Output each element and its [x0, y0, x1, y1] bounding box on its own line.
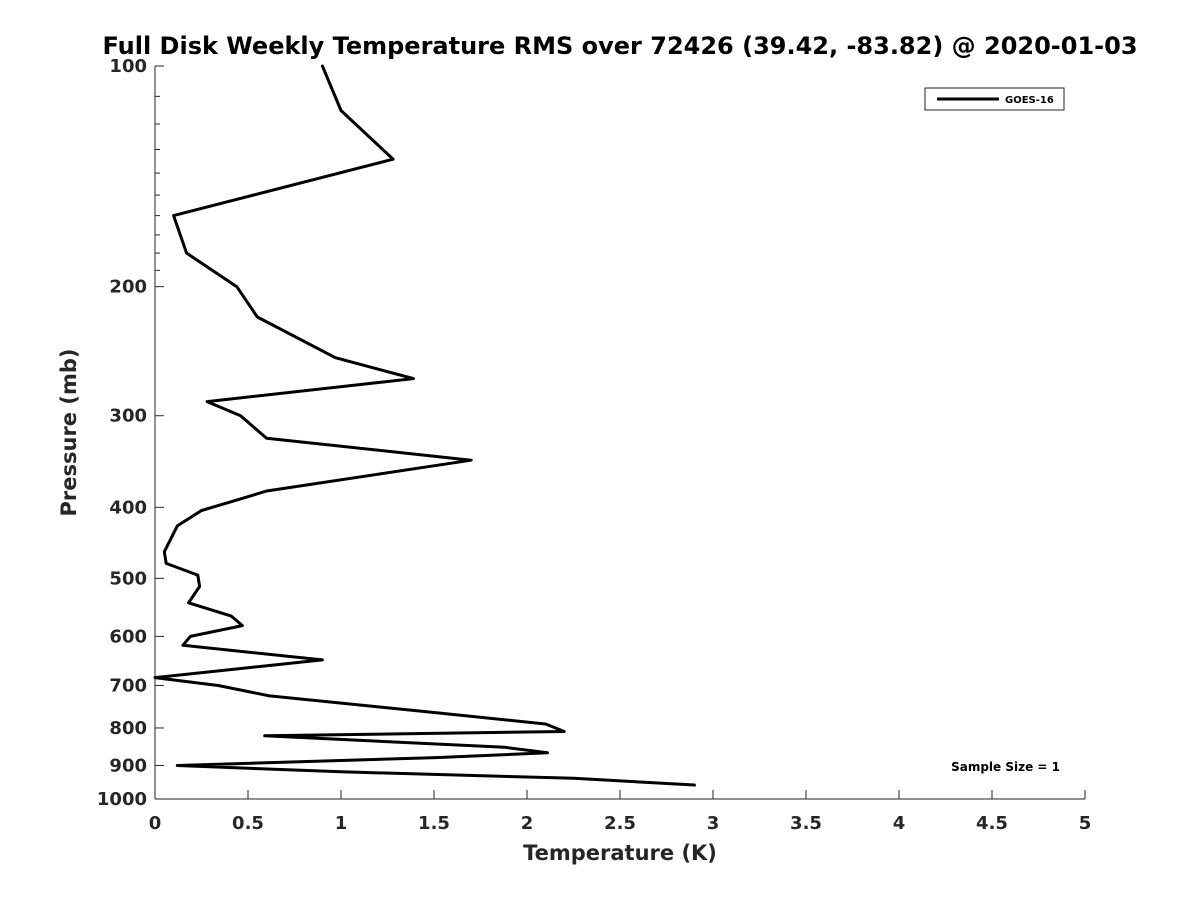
plot-area: 0 0.5 1 1.5 2 2.5 3 3.5 4 4.5 5 100 200 300 400 500 600 7… [97, 56, 1091, 834]
y-tick-label: 500 [109, 568, 147, 589]
x-tick-label: 3 [707, 813, 720, 834]
x-tick-label: 1.5 [418, 813, 450, 834]
x-tick-label: 1 [335, 813, 348, 834]
y-tick-label: 1000 [97, 789, 147, 810]
x-tick-label: 5 [1079, 813, 1092, 834]
y-tick-label: 900 [109, 755, 147, 776]
x-tick-label: 0.5 [232, 813, 264, 834]
x-tick-label: 4 [893, 813, 906, 834]
y-tick-label: 300 [109, 406, 147, 427]
x-tick-label: 3.5 [790, 813, 822, 834]
x-axis-label: Temperature (K) [523, 841, 717, 865]
x-tick-label: 0 [149, 813, 162, 834]
y-tick-label: 100 [109, 56, 147, 77]
y-tick-label: 200 [109, 277, 147, 298]
y-tick-label: 700 [109, 675, 147, 696]
sample-size-annotation: Sample Size = 1 [951, 760, 1060, 774]
y-tick-label: 800 [109, 718, 147, 739]
x-tick-label: 2 [521, 813, 534, 834]
x-tick-label: 4.5 [976, 813, 1008, 834]
x-tick-label: 2.5 [604, 813, 636, 834]
y-axis-label: Pressure (mb) [57, 349, 81, 517]
legend-label: GOES-16 [1005, 95, 1054, 106]
y-tick-label: 600 [109, 626, 147, 647]
legend: GOES-16 [924, 87, 1065, 111]
y-tick-label: 400 [109, 497, 147, 518]
chart-title: Full Disk Weekly Temperature RMS over 72… [102, 32, 1137, 60]
series-line [153, 64, 696, 787]
